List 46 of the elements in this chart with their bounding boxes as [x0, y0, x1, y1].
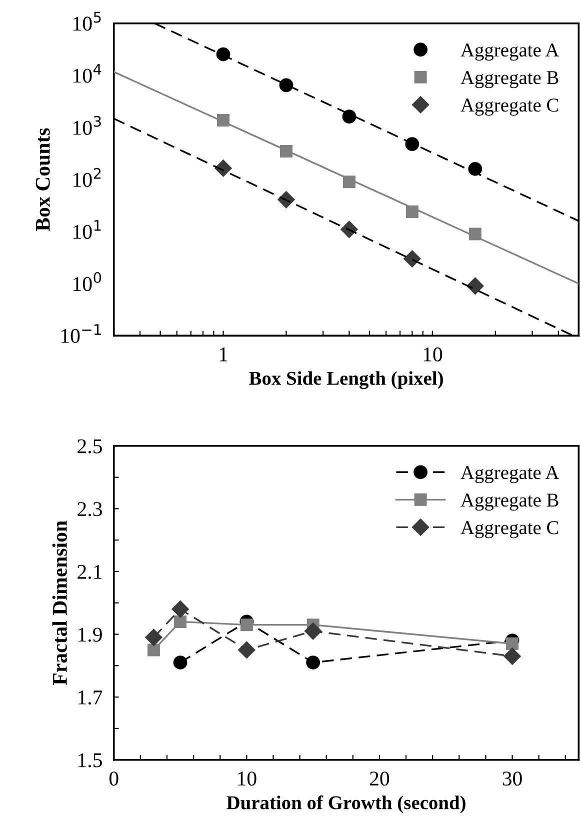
- y-tick-label: 10$^{−1}$: [61, 324, 101, 343]
- point: [145, 628, 162, 646]
- legend-label: Aggregate A: [460, 466, 560, 484]
- point: [405, 137, 420, 152]
- x-axis-title: Duration of Growth (second): [226, 795, 466, 814]
- x-tick-label: 30: [502, 772, 522, 786]
- y-tick-label: 2.1: [78, 564, 102, 579]
- y-tick-label: 1.5: [78, 753, 102, 768]
- y-tick-label: 10$^{4}$: [74, 64, 102, 83]
- y-tick-label: 2.5: [78, 439, 102, 454]
- point: [240, 618, 253, 632]
- point: [506, 637, 519, 650]
- y-axis-title: Box Counts: [36, 128, 50, 231]
- x-tick-label: 10: [424, 347, 442, 362]
- y-tick-label: 10$^{5}$: [74, 12, 101, 31]
- x-tick-label: 0: [109, 772, 118, 786]
- point: [304, 622, 322, 640]
- y-tick-label: 1.9: [78, 628, 102, 642]
- legend-label: Aggregate A: [460, 44, 560, 61]
- point: [172, 600, 189, 618]
- y-tick-label: 2.3: [78, 502, 102, 516]
- point: [306, 656, 320, 670]
- point: [404, 250, 421, 268]
- legend-label: Aggregate C: [460, 98, 558, 116]
- y-tick-label: 10$^{2}$: [74, 168, 101, 187]
- y-tick-label: 10$^{0}$: [74, 272, 102, 292]
- legend-label: Aggregate B: [460, 71, 558, 88]
- point: [238, 641, 256, 659]
- point: [174, 615, 187, 628]
- x-tick-label: 20: [370, 772, 390, 786]
- legend-label: Aggregate C: [460, 521, 558, 538]
- y-tick-label: 1.7: [78, 690, 102, 705]
- point: [147, 644, 160, 656]
- y-tick-label: 10$^{3}$: [74, 116, 101, 135]
- y-axis-title: Fractal Dimension: [52, 520, 67, 685]
- point: [279, 78, 294, 92]
- point: [504, 648, 521, 665]
- point: [468, 162, 482, 176]
- legend-label: Aggregate B: [460, 494, 558, 511]
- point: [466, 277, 484, 295]
- x-tick-label: 1: [220, 347, 228, 362]
- y-tick-label: 10$^{1}$: [74, 220, 101, 239]
- point: [173, 656, 188, 670]
- x-tick-label: 10: [238, 772, 256, 786]
- x-axis-title: Box Side Length (pixel): [249, 371, 443, 390]
- point: [342, 110, 356, 124]
